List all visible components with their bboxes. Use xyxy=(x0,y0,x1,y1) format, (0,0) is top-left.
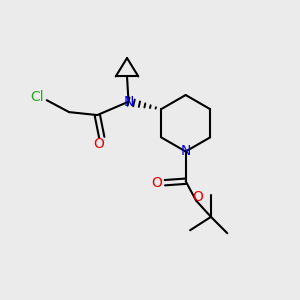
Text: O: O xyxy=(192,190,203,204)
Text: N: N xyxy=(181,145,191,158)
Text: O: O xyxy=(151,176,162,190)
Text: O: O xyxy=(93,137,104,151)
Text: Cl: Cl xyxy=(31,90,44,104)
Text: N: N xyxy=(123,95,134,109)
